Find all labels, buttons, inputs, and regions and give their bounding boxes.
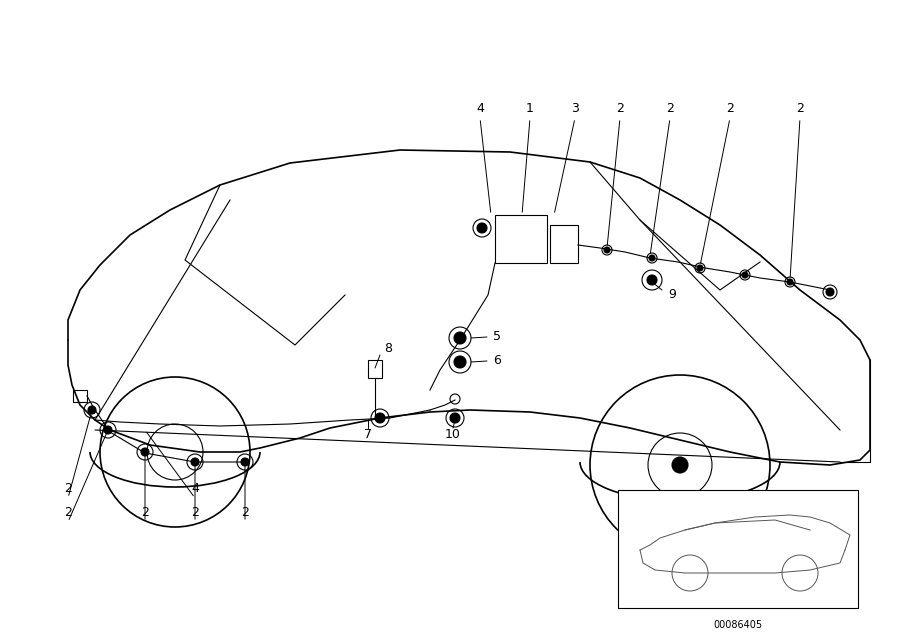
Circle shape bbox=[88, 406, 96, 414]
Circle shape bbox=[241, 458, 249, 466]
Circle shape bbox=[454, 356, 466, 368]
Bar bbox=[550, 225, 578, 263]
Circle shape bbox=[742, 272, 748, 278]
Text: 1: 1 bbox=[526, 102, 534, 114]
Text: 2: 2 bbox=[141, 506, 149, 518]
Circle shape bbox=[191, 458, 199, 466]
Text: 4: 4 bbox=[191, 481, 199, 495]
Circle shape bbox=[697, 265, 703, 271]
Circle shape bbox=[454, 332, 466, 344]
Text: 6: 6 bbox=[493, 354, 501, 366]
Text: 2: 2 bbox=[796, 102, 804, 114]
Circle shape bbox=[647, 275, 657, 285]
Text: 2: 2 bbox=[616, 102, 624, 114]
Text: 2: 2 bbox=[666, 102, 674, 114]
Circle shape bbox=[649, 255, 655, 261]
Circle shape bbox=[477, 223, 487, 233]
Bar bbox=[368, 360, 382, 378]
Text: 10: 10 bbox=[446, 429, 461, 441]
Text: 5: 5 bbox=[493, 329, 501, 343]
Text: 2: 2 bbox=[191, 506, 199, 518]
Text: 8: 8 bbox=[384, 342, 392, 354]
Circle shape bbox=[450, 413, 460, 423]
Text: 00086405: 00086405 bbox=[714, 620, 762, 630]
Bar bbox=[73, 390, 87, 402]
Text: 9: 9 bbox=[668, 287, 676, 300]
Text: 2: 2 bbox=[726, 102, 734, 114]
Circle shape bbox=[672, 457, 688, 473]
Circle shape bbox=[375, 413, 385, 423]
Circle shape bbox=[104, 426, 112, 434]
Text: 2: 2 bbox=[64, 481, 72, 495]
Bar bbox=[495, 215, 547, 263]
Text: 2: 2 bbox=[241, 506, 249, 518]
Circle shape bbox=[787, 279, 793, 285]
Circle shape bbox=[826, 288, 834, 296]
Text: 2: 2 bbox=[64, 506, 72, 518]
Circle shape bbox=[141, 448, 149, 456]
Circle shape bbox=[604, 247, 610, 253]
Text: 3: 3 bbox=[572, 102, 579, 114]
Text: 7: 7 bbox=[364, 429, 372, 441]
Bar bbox=[618, 490, 858, 608]
Text: 4: 4 bbox=[476, 102, 484, 114]
